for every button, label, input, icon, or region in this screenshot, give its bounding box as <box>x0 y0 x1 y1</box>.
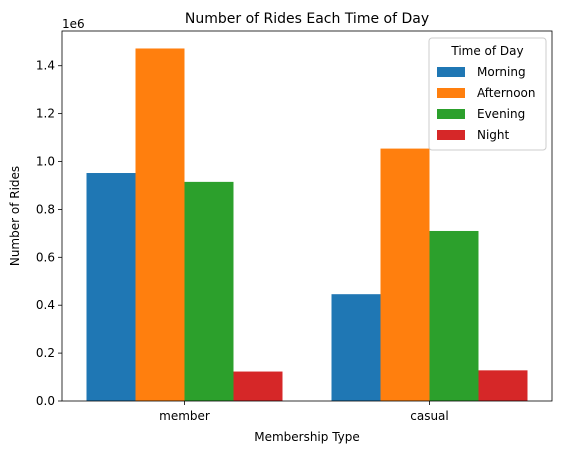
bar-member-evening <box>184 181 234 401</box>
legend-label-night: Night <box>477 128 510 142</box>
bar-member-afternoon <box>135 48 185 401</box>
y-tick-label: 0.6 <box>36 250 55 264</box>
y-tick-label: 0.2 <box>36 346 55 360</box>
y-tick-label: 0.0 <box>36 394 55 408</box>
legend-label-afternoon: Afternoon <box>477 86 536 100</box>
chart-title: Number of Rides Each Time of Day <box>185 11 429 27</box>
plot-frame <box>61 30 553 402</box>
y-tick-label: 0.4 <box>36 298 55 312</box>
bar-casual-afternoon <box>380 148 430 401</box>
legend-swatch-afternoon <box>437 88 465 98</box>
legend-label-morning: Morning <box>477 65 526 79</box>
y-tick-label: 1.2 <box>36 107 55 121</box>
x-tick-label: member <box>159 409 210 423</box>
x-axis-label: Membership Type <box>254 430 360 444</box>
legend-swatch-morning <box>437 67 465 77</box>
y-multiplier-label: 1e6 <box>62 17 85 31</box>
y-axis-label: Number of Rides <box>8 166 22 266</box>
y-axis: 0.0 0.2 0.4 0.6 0.8 1.0 1.2 1.4 <box>36 59 62 408</box>
y-tick-label: 1.4 <box>36 59 55 73</box>
bar-casual-evening <box>429 230 479 401</box>
bar-casual-morning <box>331 294 381 401</box>
legend-box <box>428 37 547 151</box>
bar-casual-night <box>478 370 528 401</box>
bar-member-night <box>233 371 283 401</box>
legend-label-evening: Evening <box>477 107 525 121</box>
legend-title: Time of Day <box>450 44 523 58</box>
legend-swatch-evening <box>437 109 465 119</box>
y-tick-label: 0.8 <box>36 202 55 216</box>
y-tick-label: 1.0 <box>36 155 55 169</box>
x-tick-label: casual <box>410 409 449 423</box>
x-axis: member casual <box>159 401 449 423</box>
bar-member-morning <box>86 173 136 401</box>
bars-group <box>86 48 528 401</box>
legend-swatch-night <box>437 130 465 140</box>
legend: Time of Day Morning Afternoon Evening Night <box>428 37 547 151</box>
